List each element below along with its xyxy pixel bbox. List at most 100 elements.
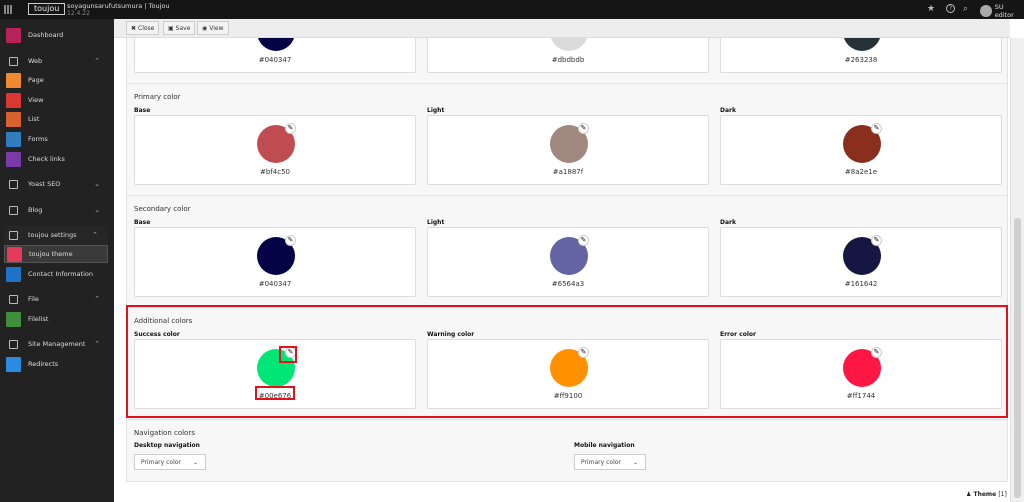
mobile-navigation-select[interactable]: Primary color ⌄ (574, 454, 646, 470)
color-hex-value: #ff1744 (846, 392, 876, 400)
color-picker-icon[interactable]: ✎ (871, 123, 882, 134)
sidebar-item-label: File (28, 295, 39, 303)
sidebar-item-contact-information[interactable]: Contact Information (0, 265, 110, 283)
color-swatch-card: ✎ #040347 (134, 227, 416, 297)
color-picker-icon[interactable]: ✎ (285, 235, 296, 246)
color-swatch-card: ✎ #161642 (720, 227, 1002, 297)
sidebar-item-filelist[interactable]: Filelist (0, 310, 110, 328)
scrollbar-thumb[interactable] (1014, 218, 1021, 498)
color-picker-icon[interactable]: ✎ (578, 347, 589, 358)
color-swatch-card: ✎#dbdbdb (427, 38, 709, 73)
eye-icon: ◉ (202, 24, 208, 32)
sidebar-item-list[interactable]: List (0, 110, 110, 128)
theme-icon: ♟ (966, 491, 972, 498)
sidebar-item-site-management[interactable]: Site Management ⌃ (0, 335, 110, 353)
swatch-label: Base (134, 107, 151, 114)
color-swatch-card: ✎ #6564a3 (427, 227, 709, 297)
sidebar-item-label: Filelist (28, 315, 49, 323)
user-menu[interactable]: SU editor (980, 3, 1024, 19)
module-menu-toggle-icon[interactable] (4, 5, 13, 14)
picker-highlight (279, 346, 297, 363)
sidebar-item-dashboard[interactable]: Dashboard (0, 26, 110, 44)
image-icon (9, 294, 18, 304)
blog-icon (9, 205, 18, 215)
section-title: Navigation colors (134, 429, 195, 437)
sidebar-item-label: Yoast SEO (28, 180, 61, 188)
forms-icon (6, 131, 21, 147)
footer-record-info: ♟ Theme [1] (966, 491, 1007, 498)
sidebar-item-check-links[interactable]: Check links (0, 150, 110, 168)
sidebar-item-toujou-settings[interactable]: toujou settings ⌃ (4, 226, 108, 244)
color-swatch-card: ✎ #8a2e1e (720, 115, 1002, 185)
swatch-label: Dark (720, 219, 736, 226)
view-button[interactable]: ◉ View (197, 21, 229, 35)
color-hex-value: #6564a3 (551, 280, 585, 288)
section-title: Additional colors (134, 317, 193, 325)
color-circle[interactable] (257, 38, 295, 51)
color-swatch-card: ✎ #bf4c50 (134, 115, 416, 185)
close-icon: ✖ (131, 24, 137, 32)
save-button[interactable]: ▣ Save (163, 21, 196, 35)
sidebar-item-label: Redirects (28, 360, 59, 368)
color-picker-icon[interactable]: ✎ (578, 235, 589, 246)
sidebar-item-label: toujou theme (29, 250, 73, 258)
chevron-up-icon[interactable]: ⌃ (94, 340, 100, 348)
sidebar-item-file[interactable]: File ⌃ (0, 290, 110, 308)
search-icon[interactable]: ⌕ (963, 4, 969, 14)
sidebar-item-yoast-seo[interactable]: Yoast SEO ⌄ (0, 175, 110, 193)
swatch-label: Warning color (427, 331, 475, 338)
color-swatch-card: ✎ #ff9100 (427, 339, 709, 409)
star-icon[interactable]: ★ (927, 4, 936, 14)
chevron-up-icon[interactable]: ⌃ (94, 57, 100, 65)
sidebar-item-page[interactable]: Page (0, 71, 110, 89)
color-hex-value: #8a2e1e (844, 168, 878, 176)
color-swatch-card: ✎ #ff1744 (720, 339, 1002, 409)
sidebar-item-toujou-theme[interactable]: toujou theme (4, 245, 108, 263)
chevron-down-icon[interactable]: ⌄ (94, 180, 100, 188)
color-swatch-card: ✎ #00e676 (134, 339, 416, 409)
link-icon (6, 151, 21, 167)
color-circle[interactable] (550, 38, 588, 51)
additional-colors-highlight (126, 305, 1008, 418)
sidebar-item-redirects[interactable]: Redirects (0, 355, 110, 373)
color-hex-value: #a1887f (552, 168, 584, 176)
color-picker-icon[interactable]: ✎ (871, 235, 882, 246)
doc-header: ✖ Close ▣ Save ◉ View (114, 19, 1010, 38)
section-divider (127, 307, 1007, 308)
redirect-icon (6, 356, 21, 372)
top-bar: toujou soyagunsarufutsumura | Toujou 12.… (0, 0, 1024, 19)
sidebar-item-view[interactable]: View (0, 91, 110, 109)
swatch-label: Dark (720, 107, 736, 114)
scrollbar[interactable] (1010, 38, 1024, 502)
color-circle[interactable] (843, 38, 881, 51)
close-button[interactable]: ✖ Close (126, 21, 160, 35)
sidebar-item-label: View (28, 96, 44, 104)
desktop-navigation-label: Desktop navigation (134, 442, 200, 449)
color-picker-icon[interactable]: ✎ (578, 123, 589, 134)
section-divider (127, 419, 1007, 420)
avatar (980, 5, 992, 17)
sidebar-item-label: toujou settings (28, 231, 77, 239)
chevron-up-icon[interactable]: ⌃ (92, 231, 98, 239)
folder-icon (6, 311, 21, 327)
color-picker-icon[interactable]: ✎ (285, 123, 296, 134)
section-title: Primary color (134, 93, 181, 101)
help-icon[interactable]: ? (946, 4, 955, 13)
sidebar-item-label: Forms (28, 135, 48, 143)
logo[interactable]: toujou (28, 3, 66, 15)
chevron-up-icon[interactable]: ⌃ (94, 295, 100, 303)
desktop-navigation-select[interactable]: Primary color ⌄ (134, 454, 206, 470)
site-name: soyagunsarufutsumura | Toujou (67, 2, 170, 10)
swatch-label: Light (427, 107, 445, 114)
user-name: SU editor (994, 3, 1014, 19)
color-picker-icon[interactable]: ✎ (871, 347, 882, 358)
sidebar-item-web[interactable]: Web ⌃ (0, 52, 110, 70)
color-hex-value: #dbdbdb (551, 56, 585, 64)
section-divider (127, 195, 1007, 196)
chevron-down-icon[interactable]: ⌄ (94, 206, 100, 214)
sidebar-item-label: Web (28, 57, 43, 65)
sidebar-item-blog[interactable]: Blog ⌄ (0, 201, 110, 219)
color-hex-value: #040347 (258, 56, 292, 64)
sidebar-item-forms[interactable]: Forms (0, 130, 110, 148)
